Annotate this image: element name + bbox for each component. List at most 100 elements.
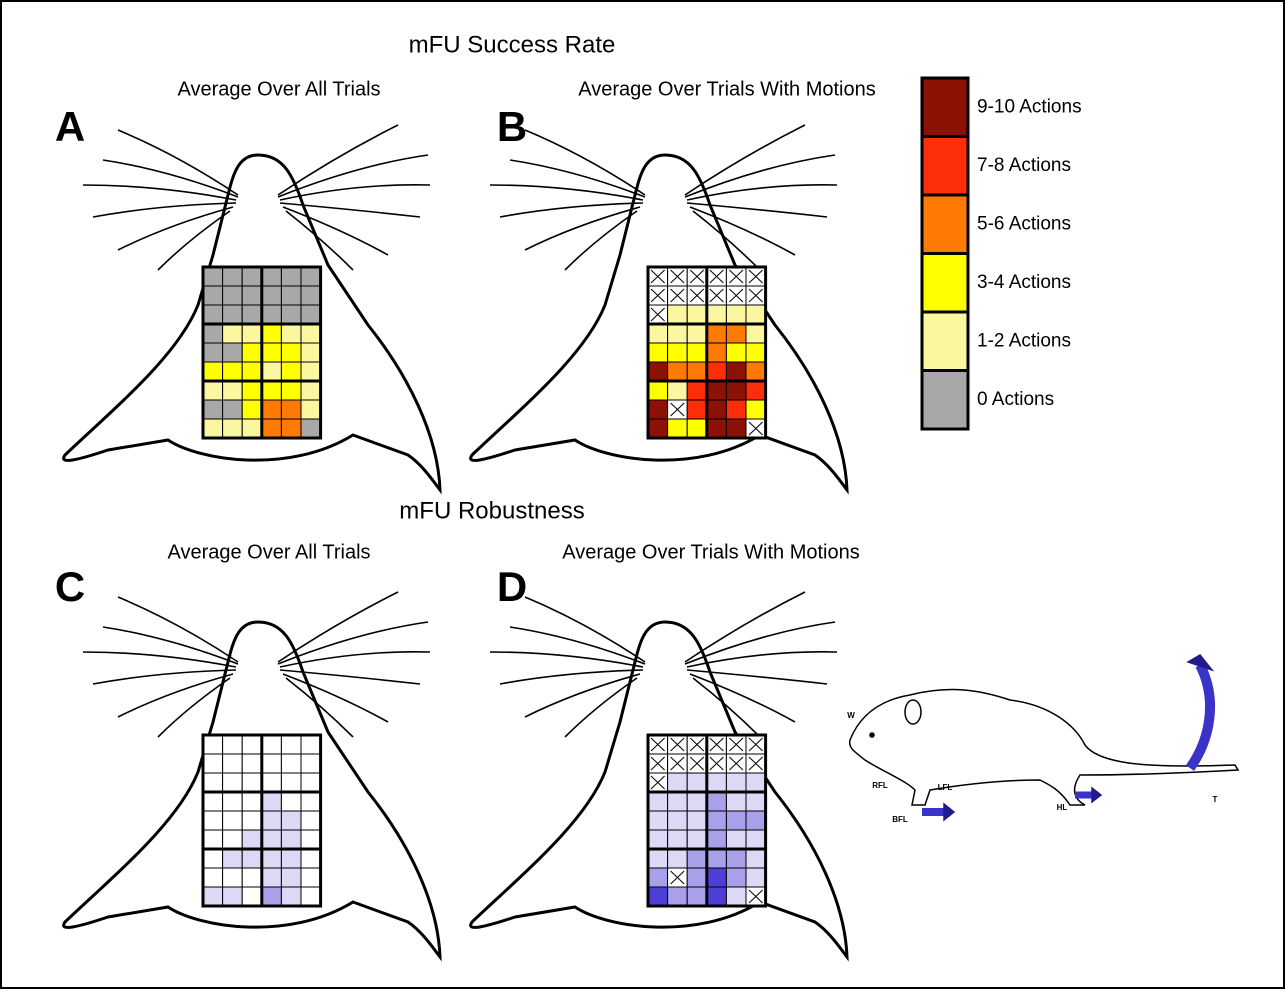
cell-cross (709, 756, 724, 771)
cell (667, 791, 688, 812)
cell (300, 791, 322, 812)
cell (300, 342, 322, 363)
cell (686, 361, 708, 382)
cell (280, 342, 302, 363)
cell (241, 791, 263, 812)
cell (725, 772, 747, 793)
cell (647, 829, 669, 850)
cell (222, 791, 243, 812)
cell (202, 342, 224, 363)
cell (202, 753, 224, 774)
cell (686, 772, 708, 793)
cell (222, 285, 243, 306)
cell (667, 418, 688, 439)
panel: B Average Over Trials With Motions (469, 78, 876, 492)
cell-cross (689, 288, 705, 303)
cell (261, 361, 282, 382)
cell (241, 342, 263, 363)
cell (667, 304, 688, 325)
cell (202, 323, 224, 344)
cell (222, 266, 243, 287)
section-title: mFU Robustness (399, 497, 584, 524)
cell (280, 810, 302, 831)
panel-letter: B (497, 103, 527, 150)
grid-divider (648, 267, 766, 438)
cell (667, 380, 688, 401)
cell (686, 791, 708, 812)
cell (202, 791, 224, 812)
cell (706, 342, 727, 363)
cell (222, 867, 243, 888)
cell (241, 848, 263, 869)
cell (745, 829, 767, 850)
cell (222, 810, 243, 831)
cell (725, 829, 747, 850)
cell-cross (670, 288, 685, 303)
legend-label: 0 Actions (977, 389, 1054, 410)
cell-cross (689, 756, 705, 771)
cell (647, 867, 669, 888)
rat-label: BFL (892, 815, 908, 824)
cell-cross (748, 756, 763, 771)
cell (686, 886, 708, 907)
cell (745, 810, 767, 831)
cell-cross (650, 269, 665, 284)
cell (300, 886, 322, 907)
cell (261, 266, 282, 287)
cell (647, 323, 669, 344)
cell (686, 810, 708, 831)
cell (241, 810, 263, 831)
cell-cross (729, 737, 744, 752)
cell (745, 791, 767, 812)
cell (241, 361, 263, 382)
cell (300, 361, 322, 382)
cell (745, 848, 767, 869)
cell (647, 361, 669, 382)
cell (647, 810, 669, 831)
cell (725, 323, 747, 344)
cell (686, 829, 708, 850)
legend-label: 3-4 Actions (977, 272, 1071, 293)
cell (686, 418, 708, 439)
cell (300, 323, 322, 344)
cell (241, 266, 263, 287)
cell (706, 399, 727, 420)
cell (725, 380, 747, 401)
cell-cross (729, 269, 744, 284)
cell (706, 829, 727, 850)
cell (667, 772, 688, 793)
cell (202, 829, 224, 850)
cell (280, 266, 302, 287)
cell (300, 285, 322, 306)
cell (647, 791, 669, 812)
legend-swatch (920, 252, 970, 314)
cell (745, 867, 767, 888)
cell-cross (748, 737, 763, 752)
cell (202, 380, 224, 401)
cell (280, 734, 302, 755)
cell (261, 810, 282, 831)
legend-label: 7-8 Actions (977, 155, 1071, 176)
cell (706, 361, 727, 382)
cell (202, 772, 224, 793)
cell (280, 323, 302, 344)
cell (222, 380, 243, 401)
rat-label: W (847, 711, 855, 720)
cell (280, 399, 302, 420)
cell (647, 380, 669, 401)
cell (222, 848, 243, 869)
cell (202, 810, 224, 831)
cell-cross (709, 288, 724, 303)
cell (202, 848, 224, 869)
cell (241, 304, 263, 325)
cell (647, 399, 669, 420)
cell (300, 418, 322, 439)
cell (222, 361, 243, 382)
cell (202, 285, 224, 306)
cell (300, 734, 322, 755)
grid-divider (203, 267, 321, 438)
cell (725, 418, 747, 439)
cell (667, 323, 688, 344)
cell (300, 848, 322, 869)
cell (241, 380, 263, 401)
